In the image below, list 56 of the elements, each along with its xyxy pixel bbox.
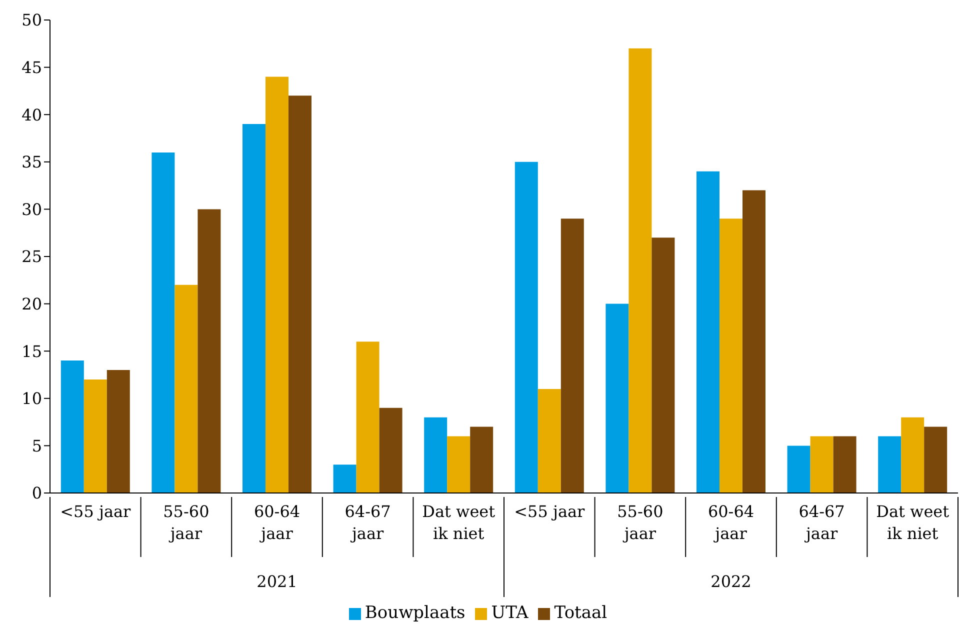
bar (696, 171, 720, 493)
y-tick-label: 0 (32, 484, 42, 503)
bar (924, 426, 948, 493)
x-tick-label: <55 jaar (60, 502, 132, 521)
x-tick-label: 60-64 jaar (254, 502, 300, 543)
y-tick-label: 45 (22, 58, 42, 77)
bar (652, 238, 675, 493)
y-tick-label: 30 (22, 200, 42, 219)
bar (810, 436, 834, 493)
bar (152, 152, 175, 493)
x-tick-label: 60-64 jaar (708, 502, 754, 543)
bar (719, 218, 742, 493)
legend-label: Totaal (554, 603, 608, 623)
bar (560, 218, 584, 493)
y-tick-label: 15 (22, 342, 42, 361)
y-tick-label: 20 (22, 294, 42, 314)
legend-label: Bouwplaats (364, 603, 466, 623)
bar (833, 436, 856, 493)
x-tick-label: 64-67 jaar (344, 502, 391, 543)
text: 2021 (256, 572, 298, 591)
bar (514, 162, 538, 493)
text: 2022 (710, 572, 752, 591)
x-tick-label: 55-60 jaar (163, 502, 210, 543)
y-tick-label: 10 (22, 389, 42, 408)
bar (606, 304, 629, 493)
bar (379, 408, 402, 493)
bar (878, 436, 902, 493)
bar (106, 370, 130, 493)
bar (288, 96, 312, 493)
bar (60, 360, 84, 493)
y-tick-label: 5 (32, 436, 42, 456)
bar (333, 464, 356, 493)
bar (174, 284, 198, 493)
x-tick-label: <55 jaar (514, 502, 586, 521)
x-tick-label: 55-60 jaar (617, 502, 664, 543)
bar (470, 426, 494, 493)
y-tick-label: 25 (22, 247, 42, 266)
bar (424, 417, 448, 493)
bar (628, 48, 652, 493)
bar (901, 417, 924, 493)
y-tick-label: 50 (22, 10, 42, 30)
y-tick-label: 40 (22, 105, 42, 124)
bar (447, 436, 470, 493)
x-tick-label: Dat weet ik niet (422, 502, 496, 543)
bar (742, 190, 766, 493)
x-tick-label: 64-67 jaar (798, 502, 845, 543)
bar (787, 446, 810, 493)
bar (265, 76, 288, 493)
bar (356, 342, 380, 493)
bar (198, 209, 221, 493)
bar (84, 379, 107, 493)
x-tick-label: Dat weet ik niet (876, 502, 950, 543)
bar (538, 388, 561, 493)
y-tick-label: 35 (22, 152, 42, 172)
legend-label: UTA (491, 603, 528, 623)
bar (242, 124, 266, 493)
